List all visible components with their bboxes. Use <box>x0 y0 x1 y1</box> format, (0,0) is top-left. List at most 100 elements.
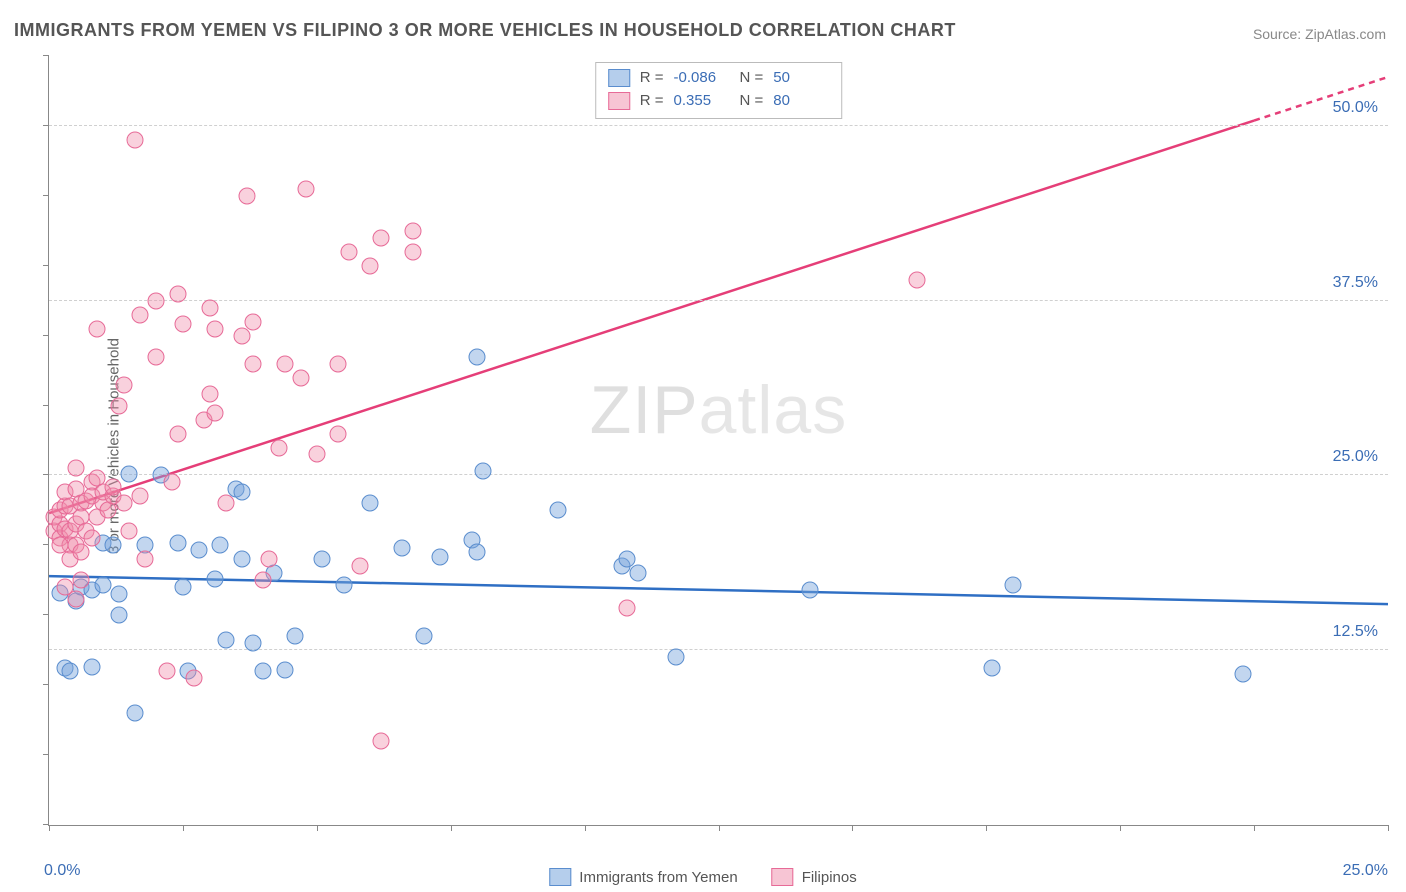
legend-N-label: N = <box>740 67 764 90</box>
x-tick <box>1120 825 1121 831</box>
scatter-point-filipino <box>330 425 347 442</box>
scatter-point-yemen <box>362 495 379 512</box>
scatter-point-filipino <box>121 523 138 540</box>
scatter-point-yemen <box>110 607 127 624</box>
scatter-point-yemen <box>287 628 304 645</box>
legend-swatch-filipino <box>608 92 630 110</box>
y-tick <box>43 824 49 825</box>
scatter-point-filipino <box>110 397 127 414</box>
scatter-point-filipino <box>132 488 149 505</box>
y-tick <box>43 754 49 755</box>
scatter-point-yemen <box>1235 666 1252 683</box>
x-tick <box>986 825 987 831</box>
legend-R-label: R = <box>640 67 664 90</box>
x-tick <box>1388 825 1389 831</box>
scatter-point-filipino <box>148 292 165 309</box>
scatter-point-yemen <box>630 565 647 582</box>
x-tick <box>49 825 50 831</box>
legend-series: Immigrants from Yemen Filipinos <box>549 868 856 886</box>
scatter-point-filipino <box>351 558 368 575</box>
y-tick <box>43 265 49 266</box>
scatter-point-yemen <box>83 659 100 676</box>
watermark-bold: ZIP <box>590 372 699 448</box>
scatter-point-filipino <box>73 544 90 561</box>
y-grid-label: 12.5% <box>1333 623 1378 641</box>
scatter-point-filipino <box>67 460 84 477</box>
scatter-point-yemen <box>121 466 138 483</box>
y-tick <box>43 405 49 406</box>
watermark-thin: atlas <box>699 372 848 448</box>
x-tick <box>585 825 586 831</box>
scatter-point-filipino <box>174 316 191 333</box>
x-tick <box>451 825 452 831</box>
scatter-point-filipino <box>51 537 68 554</box>
scatter-point-filipino <box>233 327 250 344</box>
scatter-point-yemen <box>431 548 448 565</box>
legend-N-value-yemen: 50 <box>773 67 829 90</box>
scatter-point-filipino <box>298 180 315 197</box>
x-origin-label: 0.0% <box>44 862 80 880</box>
legend-R-label: R = <box>640 90 664 113</box>
legend-series-label-filipino: Filipinos <box>802 869 857 886</box>
chart-frame: ZIPatlas R =-0.086N =50R =0.355N =80 12.… <box>48 56 1388 826</box>
y-tick <box>43 195 49 196</box>
source-credit: Source: ZipAtlas.com <box>1253 26 1386 42</box>
scatter-point-filipino <box>362 257 379 274</box>
legend-series-item-yemen: Immigrants from Yemen <box>549 868 737 886</box>
x-tick <box>852 825 853 831</box>
legend-swatch-yemen <box>608 69 630 87</box>
y-grid-label: 50.0% <box>1333 99 1378 117</box>
legend-swatch-yemen <box>549 868 571 886</box>
gridline-h <box>49 300 1388 301</box>
y-tick <box>43 55 49 56</box>
scatter-point-yemen <box>212 537 229 554</box>
scatter-point-filipino <box>137 551 154 568</box>
scatter-point-filipino <box>169 425 186 442</box>
scatter-point-yemen <box>1005 576 1022 593</box>
plot-area: ZIPatlas R =-0.086N =50R =0.355N =80 12.… <box>48 56 1388 826</box>
scatter-point-filipino <box>126 131 143 148</box>
scatter-point-yemen <box>174 579 191 596</box>
legend-correlation: R =-0.086N =50R =0.355N =80 <box>595 62 843 119</box>
source-prefix: Source: <box>1253 26 1305 42</box>
scatter-point-filipino <box>255 572 272 589</box>
scatter-point-filipino <box>405 222 422 239</box>
y-tick <box>43 125 49 126</box>
scatter-point-filipino <box>158 663 175 680</box>
scatter-point-yemen <box>105 537 122 554</box>
scatter-point-filipino <box>330 355 347 372</box>
scatter-point-yemen <box>244 635 261 652</box>
scatter-point-filipino <box>373 229 390 246</box>
scatter-point-yemen <box>474 463 491 480</box>
scatter-point-yemen <box>233 484 250 501</box>
source-link[interactable]: ZipAtlas.com <box>1305 26 1386 42</box>
legend-N-label: N = <box>740 90 764 113</box>
scatter-point-yemen <box>549 502 566 519</box>
scatter-point-filipino <box>308 446 325 463</box>
scatter-point-yemen <box>469 544 486 561</box>
scatter-point-yemen <box>335 576 352 593</box>
scatter-point-filipino <box>164 474 181 491</box>
scatter-point-yemen <box>667 649 684 666</box>
gridline-h <box>49 474 1388 475</box>
chart-title: IMMIGRANTS FROM YEMEN VS FILIPINO 3 OR M… <box>14 20 956 41</box>
scatter-point-filipino <box>244 313 261 330</box>
scatter-point-filipino <box>89 320 106 337</box>
scatter-point-filipino <box>185 670 202 687</box>
y-grid-label: 25.0% <box>1333 448 1378 466</box>
scatter-point-yemen <box>276 661 293 678</box>
scatter-point-filipino <box>373 733 390 750</box>
scatter-point-filipino <box>217 495 234 512</box>
scatter-point-yemen <box>314 551 331 568</box>
scatter-point-filipino <box>115 495 132 512</box>
scatter-point-filipino <box>148 348 165 365</box>
scatter-point-filipino <box>271 439 288 456</box>
scatter-point-yemen <box>190 541 207 558</box>
y-tick <box>43 335 49 336</box>
scatter-point-filipino <box>201 386 218 403</box>
gridline-h <box>49 125 1388 126</box>
trend-line-filipino <box>49 121 1254 514</box>
scatter-point-yemen <box>94 576 111 593</box>
x-tick <box>183 825 184 831</box>
y-tick <box>43 614 49 615</box>
